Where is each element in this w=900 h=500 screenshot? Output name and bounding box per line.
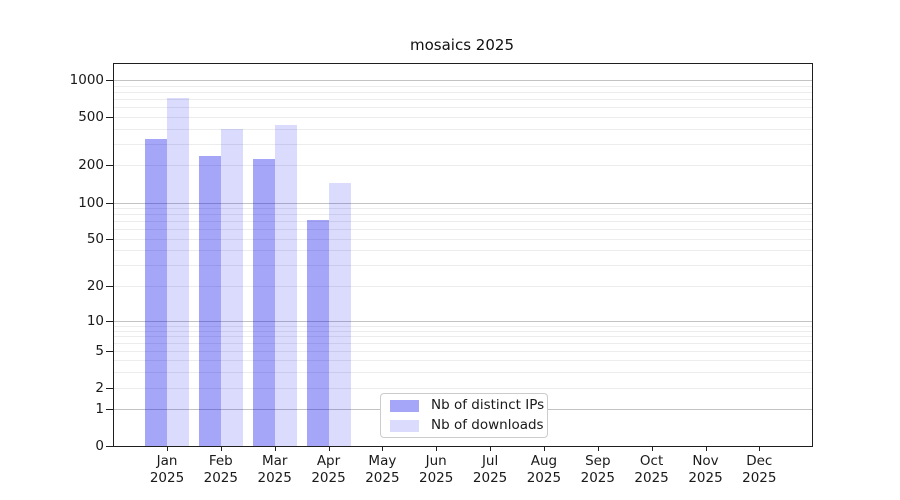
y-tick [106,238,113,240]
minor-gridline [114,336,812,338]
bar-nb-of-downloads-jan [167,97,189,446]
major-gridline [114,202,812,204]
minor-gridline [114,116,812,118]
x-tick [490,446,492,451]
y-tick [106,202,113,204]
x-tick-label-feb: Feb 2025 [203,453,238,486]
y-tick-label: 50 [86,230,104,247]
y-tick-label: 500 [78,108,104,125]
minor-gridline [114,351,812,352]
bar-nb-of-downloads-feb [220,128,243,446]
y-tick-label: 10 [86,313,104,329]
bar-nb-of-downloads-mar [274,124,297,446]
minor-gridline [114,371,812,373]
y-tick-label: 2 [95,380,104,397]
x-tick [759,446,761,451]
minor-gridline [114,286,812,287]
bar-nb-of-downloads-apr [328,182,351,446]
minor-gridline [114,143,812,145]
x-tick-label-dec: Dec 2025 [742,453,777,486]
legend: Nb of distinct IPs Nb of downloads [380,393,548,438]
minor-gridline [114,128,812,130]
minor-gridline [114,343,812,345]
y-tick [106,286,113,287]
y-tick [106,80,113,81]
bar-nb-of-distinct-ips-mar [252,159,275,446]
x-tick [274,446,276,451]
x-tick [543,446,545,451]
legend-label: Nb of downloads [431,417,544,433]
x-tick-label-oct: Oct 2025 [634,453,669,486]
minor-gridline [114,107,812,108]
minor-gridline [114,325,812,327]
x-tick [597,446,599,451]
minor-gridline [114,250,812,252]
y-tick-label: 100 [78,194,104,211]
bar-nb-of-distinct-ips-apr [306,219,329,446]
minor-gridline [114,330,812,332]
x-tick-label-sep: Sep 2025 [580,453,615,486]
y-tick [106,446,113,447]
y-tick-label: 200 [78,157,104,174]
minor-gridline [114,85,812,87]
plot-area: 0 1 2 5 10 20 50 100 200 500 1000 Jan 2025 Feb 2025 Mar… [70,63,813,486]
x-tick [651,446,653,451]
bar-nb-of-distinct-ips-feb [198,155,221,446]
legend-swatch [390,399,419,412]
y-tick [106,351,113,352]
y-tick [106,321,113,322]
y-tick [106,409,113,411]
chart-title: mosaics 2025 [410,36,514,54]
minor-gridline [114,229,812,231]
x-tick [436,446,438,451]
x-tick-label-jun: Jun 2025 [419,453,454,486]
y-tick [106,388,113,390]
major-gridline [114,321,812,322]
minor-gridline [114,388,812,390]
x-tick-label-jan: Jan 2025 [149,453,185,486]
y-tick-label: 20 [86,278,104,294]
minor-gridline [114,98,812,100]
legend-label: Nb of distinct IPs [431,397,545,413]
y-tick [106,165,113,167]
x-tick [220,446,222,451]
y-tick-label: 5 [95,343,104,359]
x-tick [705,446,707,451]
minor-gridline [114,165,812,167]
y-tick [106,116,113,118]
minor-gridline [114,360,812,362]
minor-gridline [114,91,812,93]
legend-swatch [390,419,419,432]
y-tick-label: 0 [95,438,104,454]
minor-gridline [114,265,812,267]
minor-gridline [114,221,812,223]
x-tick-label-jul: Jul 2025 [472,453,508,486]
bar-nb-of-distinct-ips-jan [145,138,167,446]
legend-row: Nb of distinct IPs [390,398,544,413]
legend-row: Nb of downloads [390,418,544,433]
y-tick-label: 1000 [69,72,104,88]
x-tick-label-aug: Aug 2025 [526,453,562,486]
x-tick-label-may: May 2025 [365,453,400,486]
x-tick [382,446,384,451]
x-tick-label-mar: Mar 2025 [257,453,292,486]
minor-gridline [114,214,812,216]
minor-gridline [114,238,812,240]
y-tick-label: 1 [95,401,104,418]
x-tick-label-apr: Apr 2025 [311,453,346,486]
x-tick [328,446,330,451]
x-tick [167,446,168,451]
minor-gridline [114,208,812,210]
major-gridline [114,80,812,81]
x-tick-label-nov: Nov 2025 [688,453,723,486]
